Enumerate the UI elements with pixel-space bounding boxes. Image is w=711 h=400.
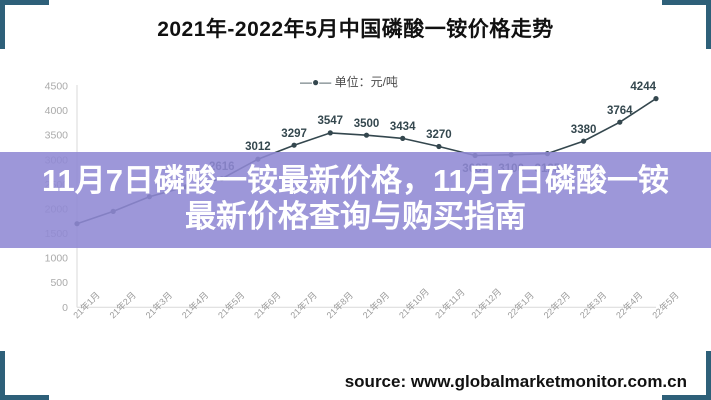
svg-text:21年3月: 21年3月 <box>143 289 174 320</box>
svg-text:21年4月: 21年4月 <box>179 289 210 320</box>
svg-text:500: 500 <box>50 277 68 289</box>
svg-text:21年6月: 21年6月 <box>252 289 283 320</box>
svg-text:4500: 4500 <box>45 81 69 93</box>
svg-text:21年7月: 21年7月 <box>288 289 319 320</box>
svg-text:0: 0 <box>62 302 68 314</box>
svg-text:3380: 3380 <box>571 124 597 136</box>
svg-text:22年2月: 22年2月 <box>541 289 572 320</box>
svg-text:3500: 3500 <box>354 118 380 130</box>
svg-text:3270: 3270 <box>426 129 452 141</box>
svg-text:22年1月: 22年1月 <box>505 289 536 320</box>
svg-text:3764: 3764 <box>607 105 633 117</box>
svg-text:3500: 3500 <box>45 130 69 142</box>
svg-text:21年11月: 21年11月 <box>433 286 467 320</box>
svg-text:21年8月: 21年8月 <box>324 289 355 320</box>
svg-text:21年5月: 21年5月 <box>215 289 246 320</box>
svg-text:3297: 3297 <box>281 128 307 140</box>
svg-text:4000: 4000 <box>45 105 69 117</box>
svg-text:4244: 4244 <box>630 81 656 93</box>
svg-text:22年5月: 22年5月 <box>650 289 681 320</box>
svg-text:22年4月: 22年4月 <box>613 289 644 320</box>
svg-text:21年9月: 21年9月 <box>360 289 391 320</box>
svg-text:21年2月: 21年2月 <box>107 289 138 320</box>
svg-text:1000: 1000 <box>45 253 69 265</box>
svg-text:3434: 3434 <box>390 121 416 133</box>
svg-text:21年1月: 21年1月 <box>71 289 102 320</box>
svg-text:22年3月: 22年3月 <box>577 289 608 320</box>
svg-text:21年10月: 21年10月 <box>396 286 431 321</box>
svg-text:3547: 3547 <box>318 115 344 127</box>
svg-text:21年12月: 21年12月 <box>469 286 504 321</box>
